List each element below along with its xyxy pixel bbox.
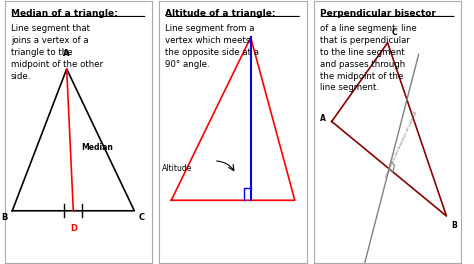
Text: Line segment that
joins a vertex of a
triangle to the
midpoint of the other
side: Line segment that joins a vertex of a tr… [11, 24, 103, 81]
Text: C: C [139, 213, 145, 222]
Text: C: C [392, 29, 398, 37]
Text: B: B [451, 221, 456, 230]
Text: Perpendicular bisector: Perpendicular bisector [320, 8, 436, 18]
Text: Altitude: Altitude [163, 164, 193, 173]
Text: Median: Median [82, 143, 113, 152]
Text: D: D [70, 224, 77, 233]
Text: A: A [320, 114, 326, 123]
Text: perpendicular bisector of side AB: perpendicular bisector of side AB [385, 111, 419, 178]
Text: Line segment from a
vertex which meets
the opposite side at a
90° angle.: Line segment from a vertex which meets t… [165, 24, 259, 69]
Text: Median of a triangle:: Median of a triangle: [11, 8, 118, 18]
Text: of a line segment: line
that is perpendicular
to the line segment
and passes thr: of a line segment: line that is perpendi… [320, 24, 417, 92]
Text: Altitude of a triangle:: Altitude of a triangle: [165, 8, 276, 18]
Text: B: B [1, 213, 8, 222]
Text: A: A [64, 49, 70, 58]
